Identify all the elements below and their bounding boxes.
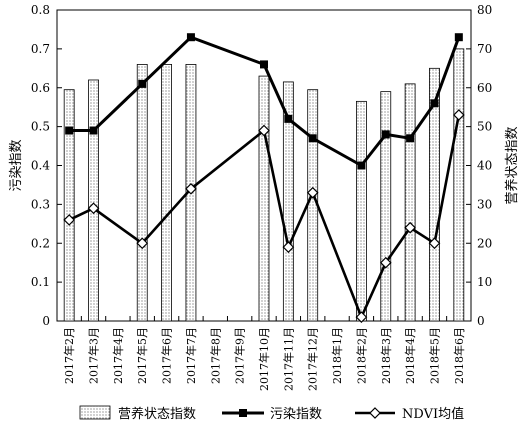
- left-axis-tick-label: 0.8: [31, 3, 50, 17]
- point-污染指数: [260, 60, 268, 69]
- right-axis-tick-label: 10: [477, 275, 492, 289]
- point-污染指数: [186, 33, 195, 42]
- x-axis-category-label: 2017年8月: [208, 327, 222, 384]
- right-axis-title: 营养状态指数: [504, 126, 520, 204]
- left-axis-tick-label: 0.6: [31, 81, 50, 95]
- point-污染指数: [430, 99, 439, 108]
- x-axis-category-label: 2018年4月: [403, 327, 417, 384]
- point-污染指数: [138, 79, 147, 88]
- x-axis-category-label: 2017年12月: [306, 327, 320, 391]
- point-污染指数: [65, 126, 74, 135]
- left-axis-tick-label: 0.2: [31, 236, 50, 250]
- x-axis-category-label: 2017年9月: [233, 327, 247, 384]
- point-NDVI均值: [63, 214, 76, 226]
- point-NDVI均值: [87, 202, 100, 215]
- x-axis-category-label: 2017年6月: [160, 327, 174, 384]
- left-axis-tick-label: 0: [42, 314, 50, 328]
- point-NDVI均值: [306, 186, 319, 199]
- left-axis-tick-label: 0.3: [31, 197, 50, 211]
- point-NDVI均值: [185, 182, 197, 195]
- legend-swatch-marker-NDVI均值: [369, 407, 381, 419]
- right-axis-tick-label: 20: [477, 236, 492, 250]
- point-NDVI均值: [379, 256, 392, 269]
- x-axis-category-label: 2017年10月: [257, 327, 271, 391]
- point-污染指数: [284, 114, 293, 123]
- right-axis-tick-label: 40: [477, 159, 492, 173]
- bar-营养状态指数: [63, 89, 75, 322]
- series-line-污染指数: [69, 35, 461, 168]
- right-axis-tick-label: 80: [477, 3, 492, 17]
- left-axis-title: 污染指数: [9, 139, 24, 191]
- right-axis-tick-label: 30: [477, 197, 492, 211]
- right-axis-tick-label: 70: [477, 42, 492, 56]
- bar-营养状态指数: [453, 48, 465, 322]
- plot-layer: 0 0.1 0.2 0.3 0.4 0.5 0.6 0.7 0.8 0 10 20 30 40 50 60 70…: [9, 3, 520, 422]
- bar-营养状态指数: [356, 100, 367, 322]
- legend-label-污染指数: 污染指数: [270, 407, 322, 422]
- point-NDVI均值: [282, 241, 295, 253]
- x-axis-category-label: 2018年2月: [354, 327, 368, 384]
- point-污染指数: [454, 33, 463, 42]
- right-axis-tick-label: 50: [477, 120, 492, 134]
- left-axis-tick-label: 0.1: [31, 275, 50, 289]
- bar-营养状态指数: [307, 89, 319, 322]
- x-axis-category-label: 2018年6月: [452, 327, 466, 384]
- point-NDVI均值: [404, 221, 416, 234]
- bar-营养状态指数: [429, 67, 440, 322]
- point-NDVI均值: [428, 237, 441, 250]
- point-污染指数: [308, 134, 317, 143]
- x-axis-category-label: 2017年11月: [281, 327, 295, 391]
- bar-营养状态指数: [258, 75, 270, 322]
- bar-营养状态指数: [88, 79, 99, 322]
- bar-营养状态指数: [380, 91, 392, 322]
- x-axis-category-label: 2017年5月: [135, 327, 149, 384]
- x-axis-category-label: 2018年1月: [330, 327, 344, 384]
- x-axis-category-label: 2017年3月: [87, 327, 101, 384]
- point-NDVI均值: [452, 109, 465, 121]
- point-NDVI均值: [355, 311, 368, 323]
- legend-swatch-营养状态指数: [79, 405, 111, 420]
- bar-营养状态指数: [282, 81, 294, 322]
- point-NDVI均值: [136, 237, 149, 250]
- bar-营养状态指数: [404, 83, 416, 322]
- point-污染指数: [406, 134, 415, 143]
- series-line-NDVI均值: [68, 114, 461, 321]
- legend-label-NDVI均值: NDVI均值: [402, 406, 464, 422]
- point-NDVI均值: [258, 124, 270, 137]
- x-axis-category-label: 2018年5月: [427, 327, 441, 384]
- right-axis-tick-label: 0: [477, 314, 485, 328]
- left-axis-tick-label: 0.5: [31, 120, 50, 134]
- bar-营养状态指数: [161, 64, 172, 322]
- point-污染指数: [381, 130, 390, 139]
- point-污染指数: [357, 161, 366, 170]
- legend-label-营养状态指数: 营养状态指数: [118, 406, 196, 422]
- x-axis-category-label: 2017年4月: [111, 327, 125, 384]
- left-axis-tick-label: 0.4: [31, 159, 50, 173]
- right-axis-tick-label: 60: [477, 81, 492, 95]
- x-axis-category-label: 2018年3月: [379, 327, 393, 384]
- x-axis-category-label: 2017年7月: [184, 327, 198, 384]
- x-axis-category-label: 2017年2月: [62, 327, 76, 384]
- left-axis-tick-label: 0.7: [31, 42, 50, 56]
- legend-swatch-marker-污染指数: [239, 409, 247, 417]
- bar-营养状态指数: [136, 64, 148, 322]
- point-污染指数: [89, 126, 98, 135]
